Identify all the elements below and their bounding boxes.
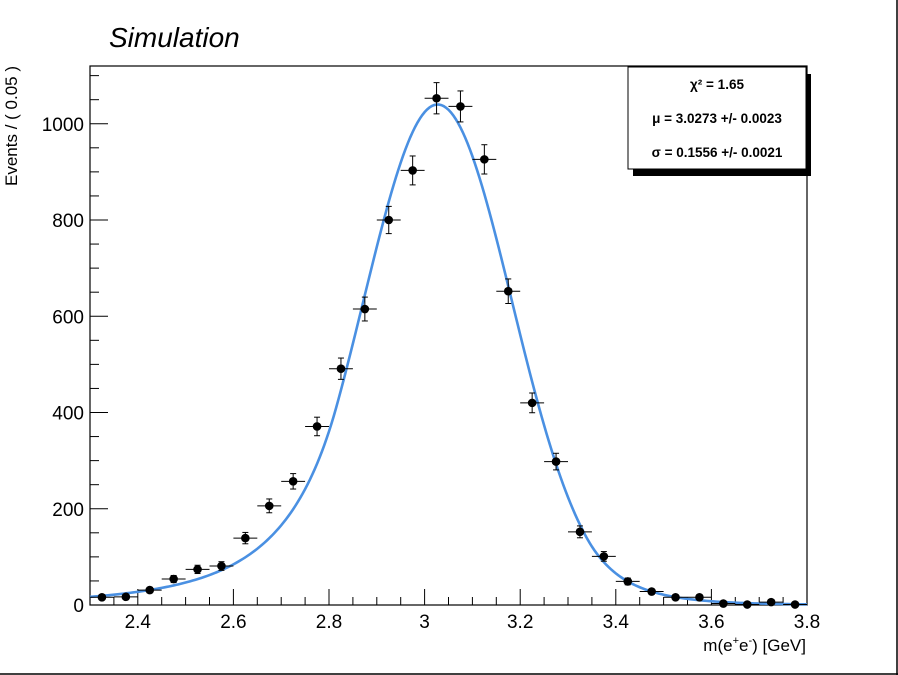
data-marker — [790, 600, 800, 609]
y-tick-label: 0 — [73, 596, 84, 617]
stats-box: χ² = 1.65 μ = 3.0273 +/- 0.0023 σ = 0.15… — [627, 66, 811, 176]
data-point — [233, 531, 258, 545]
data-marker — [217, 561, 226, 571]
data-marker — [145, 585, 155, 595]
data-point — [424, 82, 449, 115]
x-tick-label: 2.4 — [125, 612, 152, 633]
x-tick-label: 3.4 — [603, 612, 630, 633]
data-marker — [719, 599, 728, 608]
x-tick-label: 3.2 — [507, 612, 533, 633]
data-point — [448, 90, 473, 123]
x-tick-label: 3.8 — [794, 612, 820, 633]
y-axis: 0 200 400 600 800 1000 — [42, 75, 108, 617]
data-point — [496, 278, 521, 305]
data-point — [663, 593, 688, 602]
data-point — [400, 155, 425, 186]
stat-chi2: χ² = 1.65 — [690, 77, 744, 92]
data-marker — [527, 398, 537, 408]
stats-box-panel — [627, 66, 807, 170]
y-tick-label: 600 — [52, 307, 84, 328]
data-point — [520, 392, 545, 414]
data-point — [615, 577, 640, 586]
data-marker — [695, 593, 704, 602]
y-tick-label: 200 — [52, 500, 84, 521]
y-tick-label: 1000 — [42, 115, 84, 136]
data-marker — [121, 592, 131, 602]
chart-title: Simulation — [109, 22, 240, 53]
data-point — [783, 600, 807, 609]
data-marker — [671, 593, 680, 602]
data-point — [161, 574, 186, 584]
data-marker — [480, 155, 489, 164]
data-marker — [97, 593, 107, 602]
data-point — [639, 587, 664, 596]
data-points-layer — [90, 82, 807, 609]
data-point — [544, 452, 568, 471]
data-point — [711, 599, 736, 608]
y-axis-title: Events / ( 0.05 ) — [2, 66, 21, 186]
data-marker — [647, 587, 656, 596]
data-point — [281, 473, 306, 490]
x-axis: 2.4 2.6 2.8 3 3.2 3.4 3.6 3.8 — [89, 589, 820, 633]
y-tick-label: 800 — [52, 211, 84, 232]
data-marker — [408, 166, 417, 175]
data-marker — [575, 527, 585, 537]
data-marker — [241, 533, 250, 543]
stat-sigma: σ = 0.1556 +/- 0.0021 — [652, 145, 783, 160]
x-tick-label: 2.6 — [220, 612, 246, 633]
data-point — [329, 357, 353, 380]
data-point — [209, 561, 234, 571]
data-point — [113, 592, 138, 602]
data-marker — [432, 93, 441, 103]
data-point — [376, 205, 401, 235]
data-marker — [599, 552, 609, 561]
data-point — [472, 144, 497, 175]
data-marker — [623, 577, 633, 586]
data-point — [568, 525, 592, 539]
x-tick-label: 3.6 — [698, 612, 724, 633]
data-marker — [312, 422, 322, 431]
data-point — [352, 296, 377, 322]
data-point — [137, 585, 162, 595]
data-point — [257, 498, 282, 514]
x-tick-label: 3 — [419, 612, 430, 633]
data-point — [735, 600, 760, 609]
stat-mu: μ = 3.0273 +/- 0.0023 — [652, 111, 782, 126]
data-point — [759, 597, 784, 607]
data-point — [305, 416, 329, 437]
data-marker — [742, 600, 752, 609]
data-marker — [384, 215, 394, 225]
data-marker — [503, 286, 513, 296]
data-marker — [288, 477, 298, 486]
data-marker — [551, 457, 561, 466]
data-point — [687, 593, 712, 602]
data-marker — [766, 597, 776, 607]
data-marker — [360, 304, 370, 314]
x-tick-label: 2.8 — [316, 612, 342, 633]
data-marker — [456, 102, 465, 111]
fit-curve-layer — [89, 103, 808, 606]
data-point — [591, 551, 616, 562]
data-marker — [169, 574, 178, 584]
data-point — [90, 593, 114, 602]
x-axis-title: m(e+e-) [GeV] — [703, 635, 806, 655]
data-marker — [264, 501, 274, 511]
data-point — [185, 564, 210, 575]
data-marker — [193, 565, 202, 574]
data-marker — [336, 364, 346, 374]
fit-curve — [89, 103, 808, 606]
y-tick-label: 400 — [52, 404, 84, 425]
